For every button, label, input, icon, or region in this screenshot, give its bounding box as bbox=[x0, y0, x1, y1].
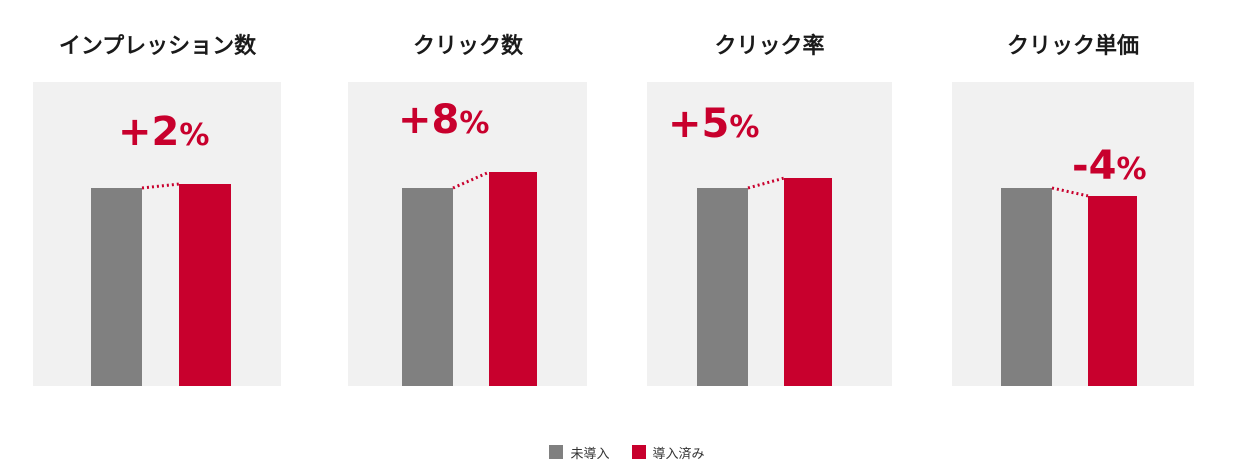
bar-before-impressions bbox=[91, 188, 142, 386]
change-unit: % bbox=[1116, 152, 1147, 187]
change-value: +8 bbox=[398, 97, 460, 143]
legend-item-before: 未導入 bbox=[549, 443, 610, 462]
change-value: +5 bbox=[668, 101, 730, 147]
chart-panel-clicks bbox=[348, 82, 587, 386]
change-unit: % bbox=[459, 106, 490, 141]
connector-clicks bbox=[452, 170, 490, 190]
legend-item-after: 導入済み bbox=[631, 443, 705, 462]
chart-title-ctr: クリック率 bbox=[714, 34, 825, 59]
legend-label-after: 導入済み bbox=[652, 446, 705, 462]
chart-panel-ctr bbox=[647, 82, 892, 386]
connector-ctr bbox=[747, 176, 785, 190]
change-unit: % bbox=[179, 118, 210, 153]
connector-impressions bbox=[141, 182, 180, 190]
connector-cpc bbox=[1051, 186, 1089, 198]
bar-after-cpc bbox=[1088, 195, 1137, 386]
chart-panel-cpc bbox=[952, 82, 1194, 386]
change-label-cpc: -4% bbox=[1072, 146, 1147, 186]
change-label-ctr: +5% bbox=[668, 104, 759, 144]
change-value: -4 bbox=[1072, 143, 1117, 189]
change-unit: % bbox=[729, 110, 760, 145]
change-label-clicks: +8% bbox=[398, 100, 489, 140]
legend: 未導入 導入済み bbox=[0, 440, 1254, 464]
bar-before-clicks bbox=[402, 188, 453, 386]
bar-after-impressions bbox=[179, 184, 231, 386]
legend-swatch-after bbox=[631, 445, 646, 459]
bar-before-cpc bbox=[1001, 188, 1052, 386]
chart-title-clicks: クリック数 bbox=[412, 34, 523, 59]
bar-after-clicks bbox=[489, 172, 537, 386]
bar-after-ctr bbox=[784, 178, 832, 386]
bar-before-ctr bbox=[697, 188, 748, 386]
legend-label-before: 未導入 bbox=[570, 446, 610, 462]
change-label-impressions: +2% bbox=[118, 112, 209, 152]
chart-title-impressions: インプレッション数 bbox=[58, 34, 257, 59]
legend-swatch-before bbox=[549, 445, 564, 459]
chart-title-cpc: クリック単価 bbox=[1006, 34, 1139, 59]
chart-panel-impressions bbox=[33, 82, 281, 386]
change-value: +2 bbox=[118, 109, 180, 155]
